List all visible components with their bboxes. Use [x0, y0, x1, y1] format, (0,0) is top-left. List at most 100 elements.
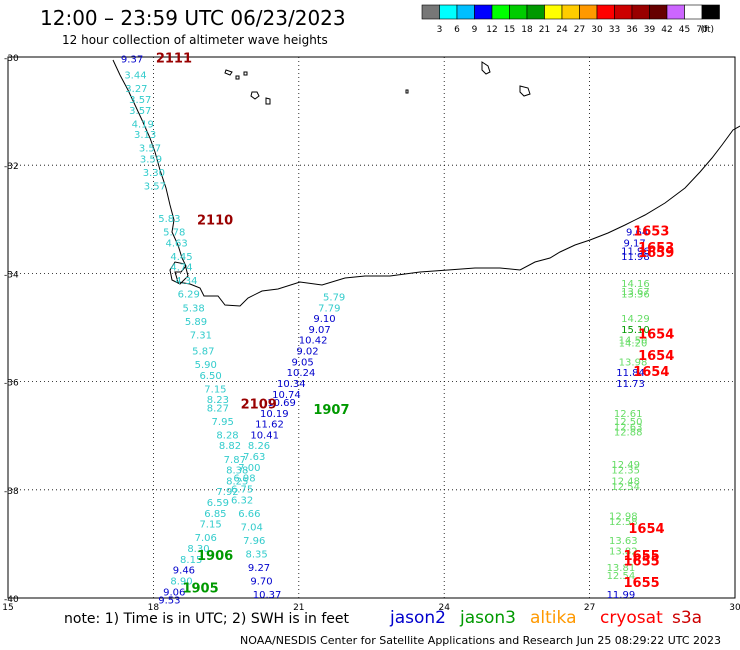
wave-height-value: 11.98	[621, 252, 650, 263]
wave-height-value: 11.73	[616, 379, 645, 390]
wave-height-value: 8.28	[216, 430, 238, 441]
wave-height-value: 8.38	[226, 466, 248, 477]
map-title: 12:00 – 23:59 UTC 06/23/2023	[40, 6, 346, 30]
wave-height-value: 11.84	[616, 368, 645, 379]
wave-height-value: 7.15	[199, 520, 221, 531]
wave-height-value: 8.35	[245, 549, 267, 560]
wave-height-value: 6.85	[204, 509, 226, 520]
wave-height-value: 10.24	[287, 368, 316, 379]
colorbar-swatch	[491, 4, 510, 20]
wave-height-value: 9.10	[313, 314, 335, 325]
colorbar-label: 15	[504, 25, 515, 35]
wave-height-value: 14.29	[621, 314, 650, 325]
wave-height-value: 13.82	[609, 547, 638, 558]
pass-time-label: 1653	[638, 241, 674, 256]
wave-height-value: 9.17	[624, 238, 646, 249]
wave-height-value: 6.75	[231, 485, 253, 496]
wave-height-value: 4.45	[170, 252, 192, 263]
pass-time-label: 1654	[628, 522, 664, 537]
island-4	[481, 61, 491, 75]
wave-height-value: 12.98	[609, 512, 638, 523]
island-7	[243, 71, 248, 76]
legend-jason2: jason2	[390, 608, 446, 628]
pass-time-label: 1655	[624, 549, 660, 564]
wave-height-value: 7.79	[318, 303, 340, 314]
wave-height-value: 9.64	[626, 228, 648, 239]
colorbar-label: 24	[556, 25, 568, 35]
islands	[224, 61, 531, 105]
wave-height-value: 3.13	[134, 130, 156, 141]
colorbar-label: 6	[454, 25, 460, 35]
wave-height-value: 5.89	[185, 317, 207, 328]
pass-time-label: 1655	[624, 555, 660, 570]
colorbar-swatch	[439, 4, 458, 20]
wave-height-value: 6.32	[231, 495, 253, 506]
wave-height-value: 12.54	[607, 571, 636, 582]
colorbar-label: 21	[539, 25, 550, 35]
colorbar-swatch	[421, 4, 440, 20]
colorbar-label: 18	[521, 25, 533, 35]
wave-height-value: 13.36	[621, 290, 650, 301]
wave-height-value: 14.50	[619, 336, 648, 347]
island-1	[224, 69, 233, 76]
wave-height-value: 12.48	[611, 476, 640, 487]
colorbar-label: 12	[486, 25, 497, 35]
wave-height-value: 7.95	[212, 417, 234, 428]
wave-height-value: 13.81	[607, 563, 636, 574]
wave-height-value: 10.41	[250, 430, 279, 441]
wave-height-value: 3.30	[143, 168, 165, 179]
pass-time-label: 1654	[633, 365, 669, 380]
wave-height-value: 9.70	[250, 576, 272, 587]
wave-height-value: 5.79	[323, 292, 345, 303]
pass-time-label: 1654	[638, 327, 674, 342]
wave-height-value: 3.27	[125, 84, 147, 95]
legend-altika: altika	[530, 608, 577, 628]
colorbar-label: 9	[472, 25, 478, 35]
wave-height-value: 5.87	[192, 347, 214, 358]
wave-height-value: 9.07	[308, 325, 330, 336]
colorbar-swatch	[631, 4, 650, 20]
africa-coastline	[112, 59, 740, 307]
wave-height-value: 6.50	[199, 371, 221, 382]
wave-height-value: 3.57	[144, 182, 166, 193]
island-2	[250, 91, 260, 100]
wave-height-value: 8.26	[248, 441, 270, 452]
wave-height-value: 9.53	[158, 595, 180, 606]
wave-height-value: 9.27	[248, 563, 270, 574]
wave-height-value: 3.57	[129, 106, 151, 117]
cape-peninsula	[169, 261, 189, 285]
colorbar-swatch	[666, 4, 685, 20]
wave-height-value: 6.29	[178, 290, 200, 301]
wave-height-value: 7.96	[243, 536, 265, 547]
wave-height-value: 5.90	[195, 360, 217, 371]
wave-height-value: 12.58	[609, 517, 638, 528]
colorbar-swatch	[474, 4, 493, 20]
lon-tick-label: 24	[438, 603, 450, 613]
wave-height-value: 8.25	[226, 476, 248, 487]
pass-time-label: 2111	[156, 51, 192, 66]
wave-height-value: 10.74	[272, 390, 301, 401]
colorbar-label: 27	[574, 25, 585, 35]
colorbar-unit: (ft)	[700, 25, 714, 35]
colorbar-label: 39	[644, 25, 656, 35]
wave-height-value: 12.35	[611, 466, 640, 477]
pass-time-label: 1907	[313, 403, 349, 418]
wave-height-value: 13.98	[619, 357, 648, 368]
wave-height-value: 6.59	[207, 498, 229, 509]
lon-tick-label: 30	[729, 603, 740, 613]
colorbar-swatch	[684, 4, 703, 20]
wave-height-value: 3.57	[139, 144, 161, 155]
colorbar-swatch	[526, 4, 545, 20]
wave-height-value: 9.37	[121, 54, 143, 65]
wave-height-value: 11.96	[621, 246, 650, 257]
wave-height-value: 7.63	[243, 452, 265, 463]
wave-height-value: 12.54	[611, 482, 640, 493]
coastline	[112, 59, 740, 307]
colorbar-swatch	[579, 4, 598, 20]
wave-height-value: 7.31	[190, 330, 212, 341]
island-8	[405, 89, 409, 94]
colorbar-swatch	[544, 4, 563, 20]
pass-time-label: 2110	[197, 214, 233, 229]
